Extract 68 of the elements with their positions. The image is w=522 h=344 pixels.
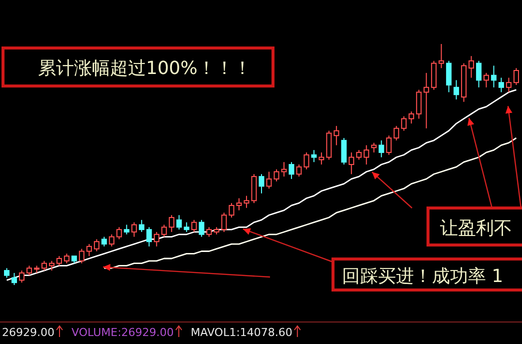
- candlestick: [468, 56, 474, 78]
- candlestick: [334, 125, 340, 146]
- candlestick: [446, 60, 452, 93]
- candlestick: [266, 171, 272, 190]
- candlestick: [176, 214, 182, 230]
- candlestick: [131, 222, 137, 238]
- candlestick: [386, 135, 392, 156]
- candlestick: [356, 150, 362, 160]
- candlestick: [101, 236, 107, 247]
- candlestick: [438, 44, 444, 69]
- candlestick: [498, 77, 504, 93]
- candlestick: [364, 144, 370, 165]
- candlestick: [258, 174, 264, 194]
- text: 26929.00: [2, 326, 54, 339]
- candlestick: [184, 222, 190, 232]
- candlestick: [514, 68, 519, 86]
- candlestick: [244, 195, 250, 208]
- candlestick: [26, 265, 32, 276]
- candlestick: [56, 256, 62, 266]
- candlestick: [124, 224, 130, 235]
- candlestick: [206, 226, 212, 238]
- candlestick: [311, 150, 317, 163]
- candlestick: [154, 231, 160, 247]
- candlestick: [484, 72, 490, 88]
- candlestick: [348, 152, 354, 175]
- annotation: 让盈利不: [440, 218, 512, 239]
- candlestick: [424, 72, 430, 129]
- candlestick: [454, 80, 460, 100]
- text: VOLUME:26929.00: [72, 326, 174, 339]
- candlestick: [191, 219, 197, 232]
- candlestick: [86, 244, 92, 257]
- candlestick: [221, 212, 227, 232]
- candlestick: [408, 110, 414, 124]
- candlestick: [416, 89, 422, 120]
- candlestick: [236, 198, 242, 211]
- candlestick: [198, 219, 204, 238]
- candlestick: [304, 152, 310, 170]
- candlestick: [64, 253, 70, 264]
- candlestick: [288, 162, 294, 180]
- candlestick: [78, 248, 84, 264]
- candlestick: [4, 268, 10, 278]
- annotation: 回踩买进！成功率 1: [342, 266, 504, 287]
- candlestick: [161, 224, 167, 238]
- candlestick: [506, 77, 512, 93]
- candlestick: [41, 260, 47, 272]
- candlestick: [476, 60, 482, 88]
- candlestick: [138, 219, 144, 232]
- candlestick: [11, 272, 17, 286]
- candlestick: [274, 168, 280, 182]
- candlestick: [94, 238, 100, 252]
- candlestick: [146, 226, 152, 247]
- candlestick: [228, 202, 234, 218]
- candlestick: [108, 234, 114, 247]
- candlestick: [48, 260, 54, 272]
- candlestick: [281, 162, 287, 178]
- candlestick: [168, 214, 174, 232]
- candlestick: [394, 125, 400, 141]
- candlestick: [341, 137, 347, 165]
- candlestick: [491, 65, 497, 88]
- candlestick: [318, 152, 324, 165]
- annotation: 累计涨幅超过100%！！！: [38, 58, 252, 79]
- candlestick: [378, 140, 384, 158]
- text: MAVOL1:14078.60: [190, 326, 292, 339]
- candlestick: [18, 270, 24, 284]
- candlestick: [371, 142, 377, 153]
- candlestick: [296, 164, 302, 178]
- candlestick: [401, 116, 407, 132]
- candlestick: [116, 226, 122, 240]
